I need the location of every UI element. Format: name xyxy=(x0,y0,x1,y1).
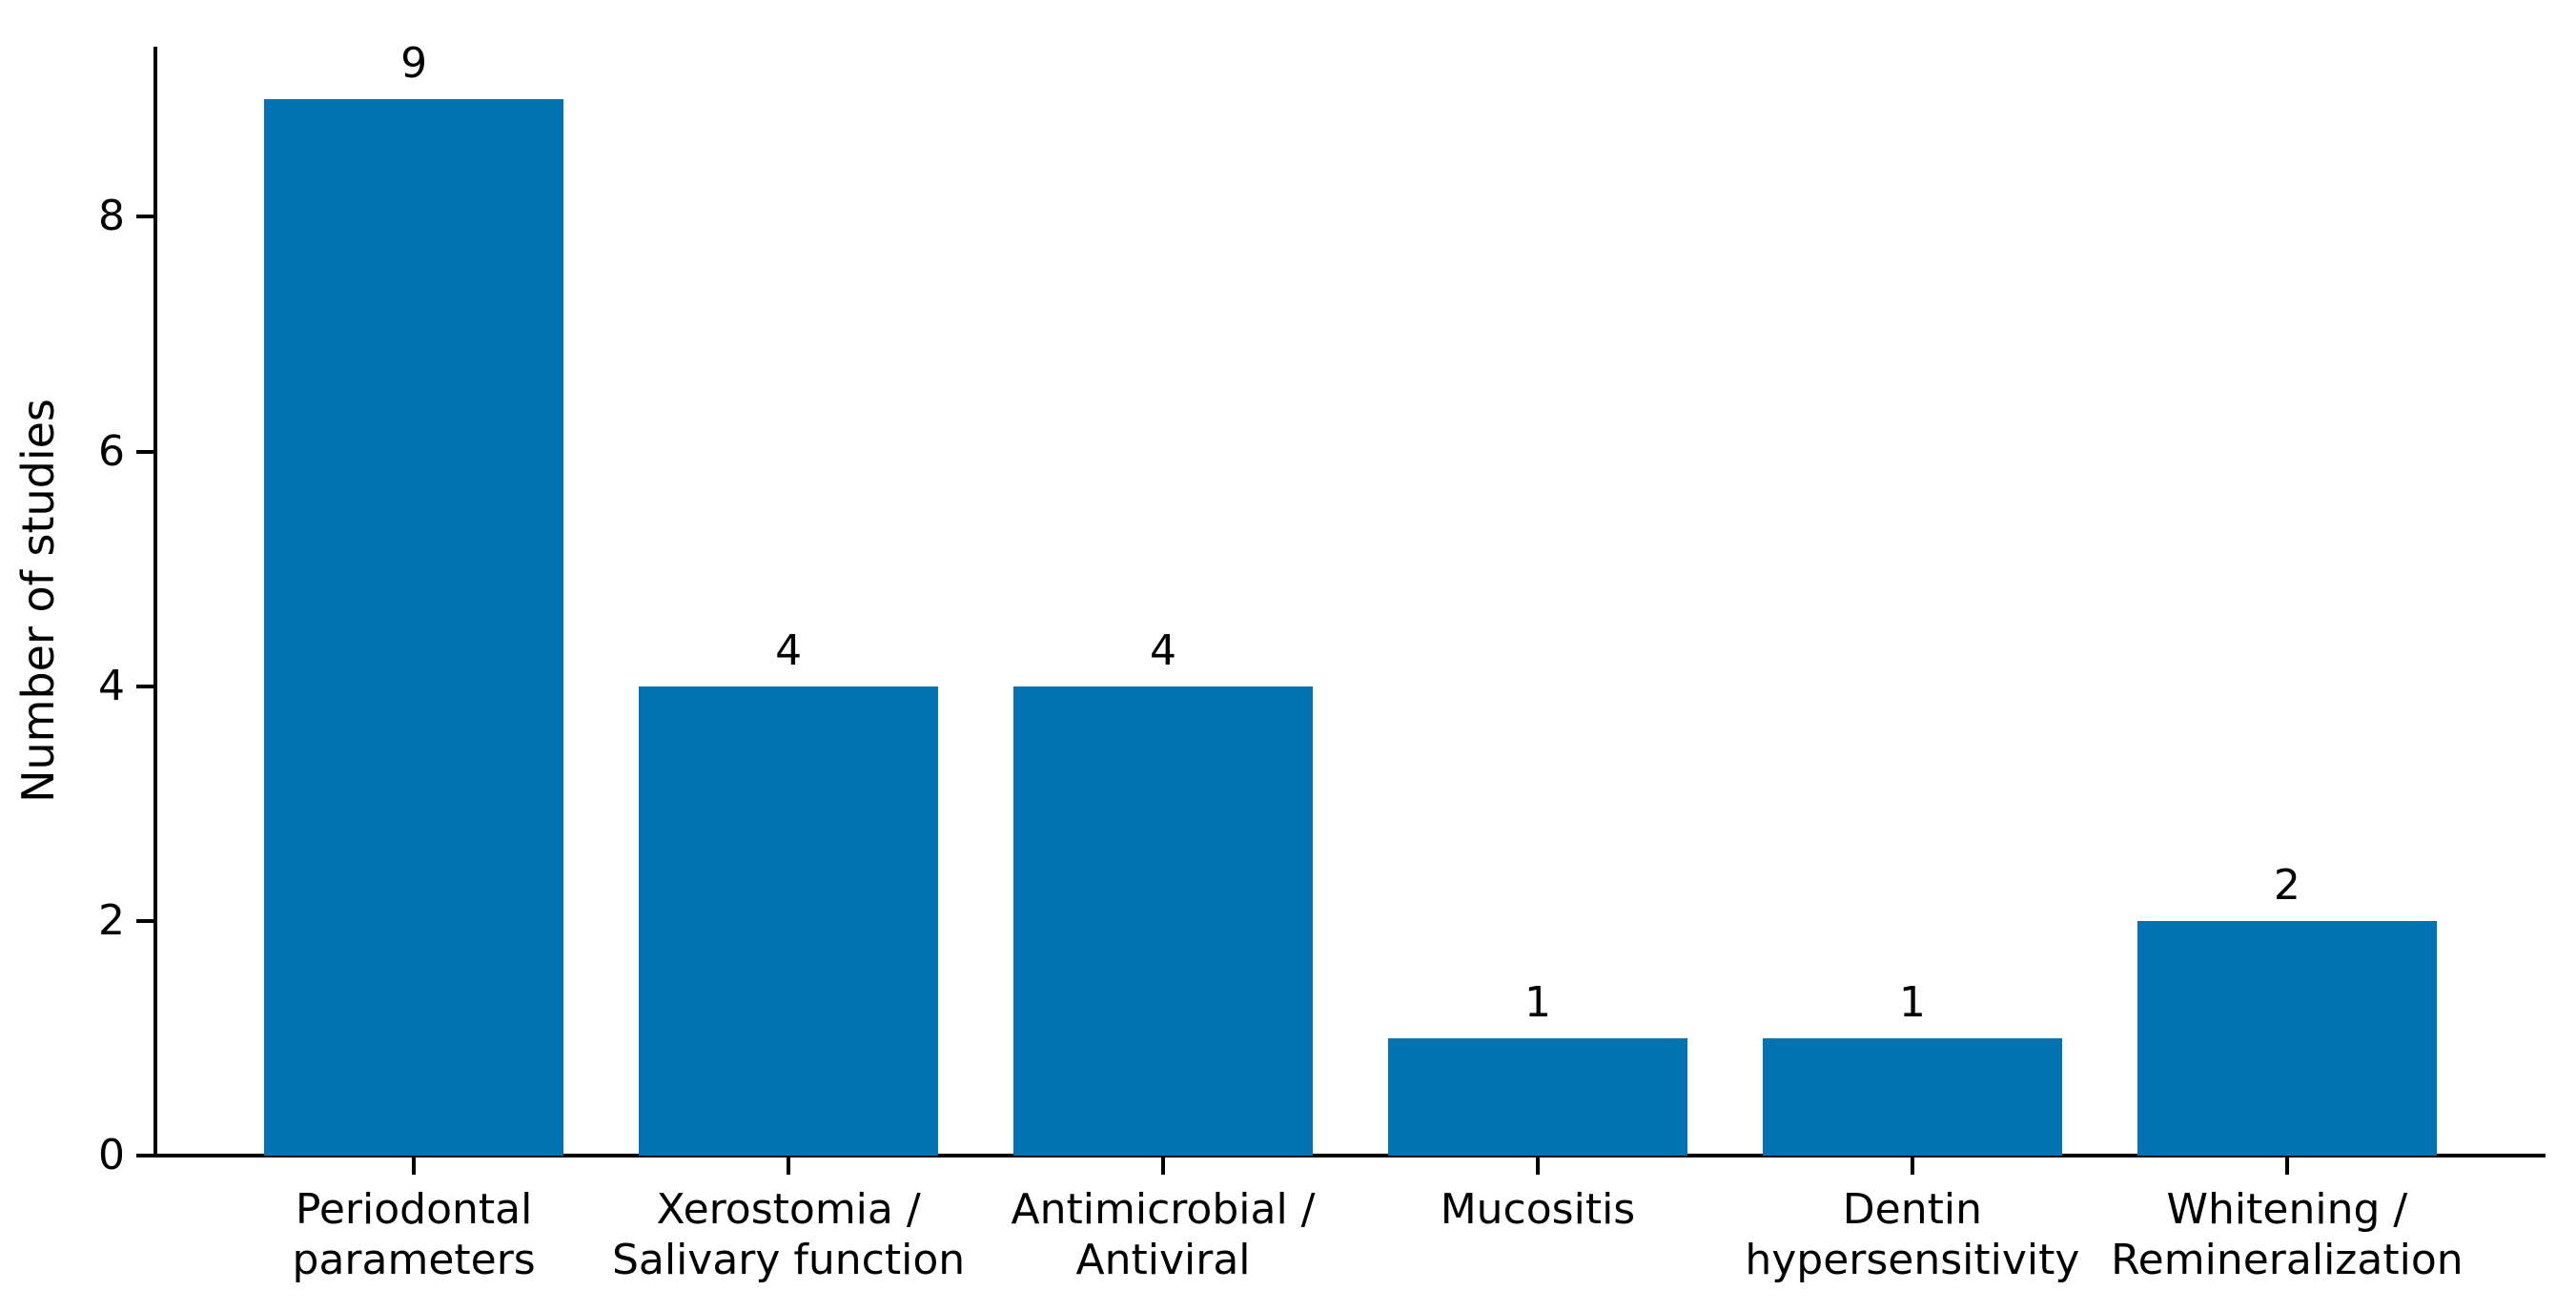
x-tick-mark xyxy=(2284,1156,2289,1175)
y-tick-mark xyxy=(136,215,153,219)
x-tick-label: Xerostomia / Salivary function xyxy=(611,1185,966,1284)
bar-value-label: 1 xyxy=(1523,977,1551,1027)
x-tick-mark xyxy=(1161,1156,1166,1175)
x-tick-mark xyxy=(787,1156,791,1175)
y-tick-label: 6 xyxy=(98,426,125,476)
y-tick-label: 2 xyxy=(98,895,125,945)
x-tick-label: Dentin hypersensitivity xyxy=(1745,1185,2080,1284)
y-axis-title: Number of studies xyxy=(12,399,64,803)
bar-value-label: 2 xyxy=(2273,860,2300,910)
bar-value-label: 1 xyxy=(1898,977,1926,1027)
bar xyxy=(263,99,564,1156)
x-tick-mark xyxy=(1535,1156,1540,1175)
y-tick-label: 4 xyxy=(98,661,125,710)
x-tick-mark xyxy=(412,1156,417,1175)
y-axis-line xyxy=(153,47,157,1157)
bar xyxy=(638,686,939,1156)
bar xyxy=(2136,920,2438,1156)
bar-value-label: 4 xyxy=(1150,625,1177,675)
bar xyxy=(1762,1037,2063,1156)
x-tick-mark xyxy=(1910,1156,1914,1175)
bar-value-label: 9 xyxy=(400,39,428,89)
x-axis-line xyxy=(153,1154,2545,1157)
x-tick-label: Periodontal parameters xyxy=(292,1185,536,1284)
y-tick-mark xyxy=(136,918,153,923)
bar xyxy=(1012,686,1314,1156)
bar-value-label: 4 xyxy=(775,625,803,675)
y-tick-mark xyxy=(136,1154,153,1157)
y-tick-label: 0 xyxy=(98,1131,125,1179)
x-tick-label: Antimicrobial / Antiviral xyxy=(1011,1185,1316,1284)
y-tick-mark xyxy=(136,684,153,688)
y-tick-mark xyxy=(136,449,153,454)
x-tick-label: Mucositis xyxy=(1440,1185,1636,1234)
bar xyxy=(1387,1037,1688,1156)
x-tick-label: Whitening / Remineralization xyxy=(2111,1185,2464,1284)
y-tick-label: 8 xyxy=(98,192,125,241)
